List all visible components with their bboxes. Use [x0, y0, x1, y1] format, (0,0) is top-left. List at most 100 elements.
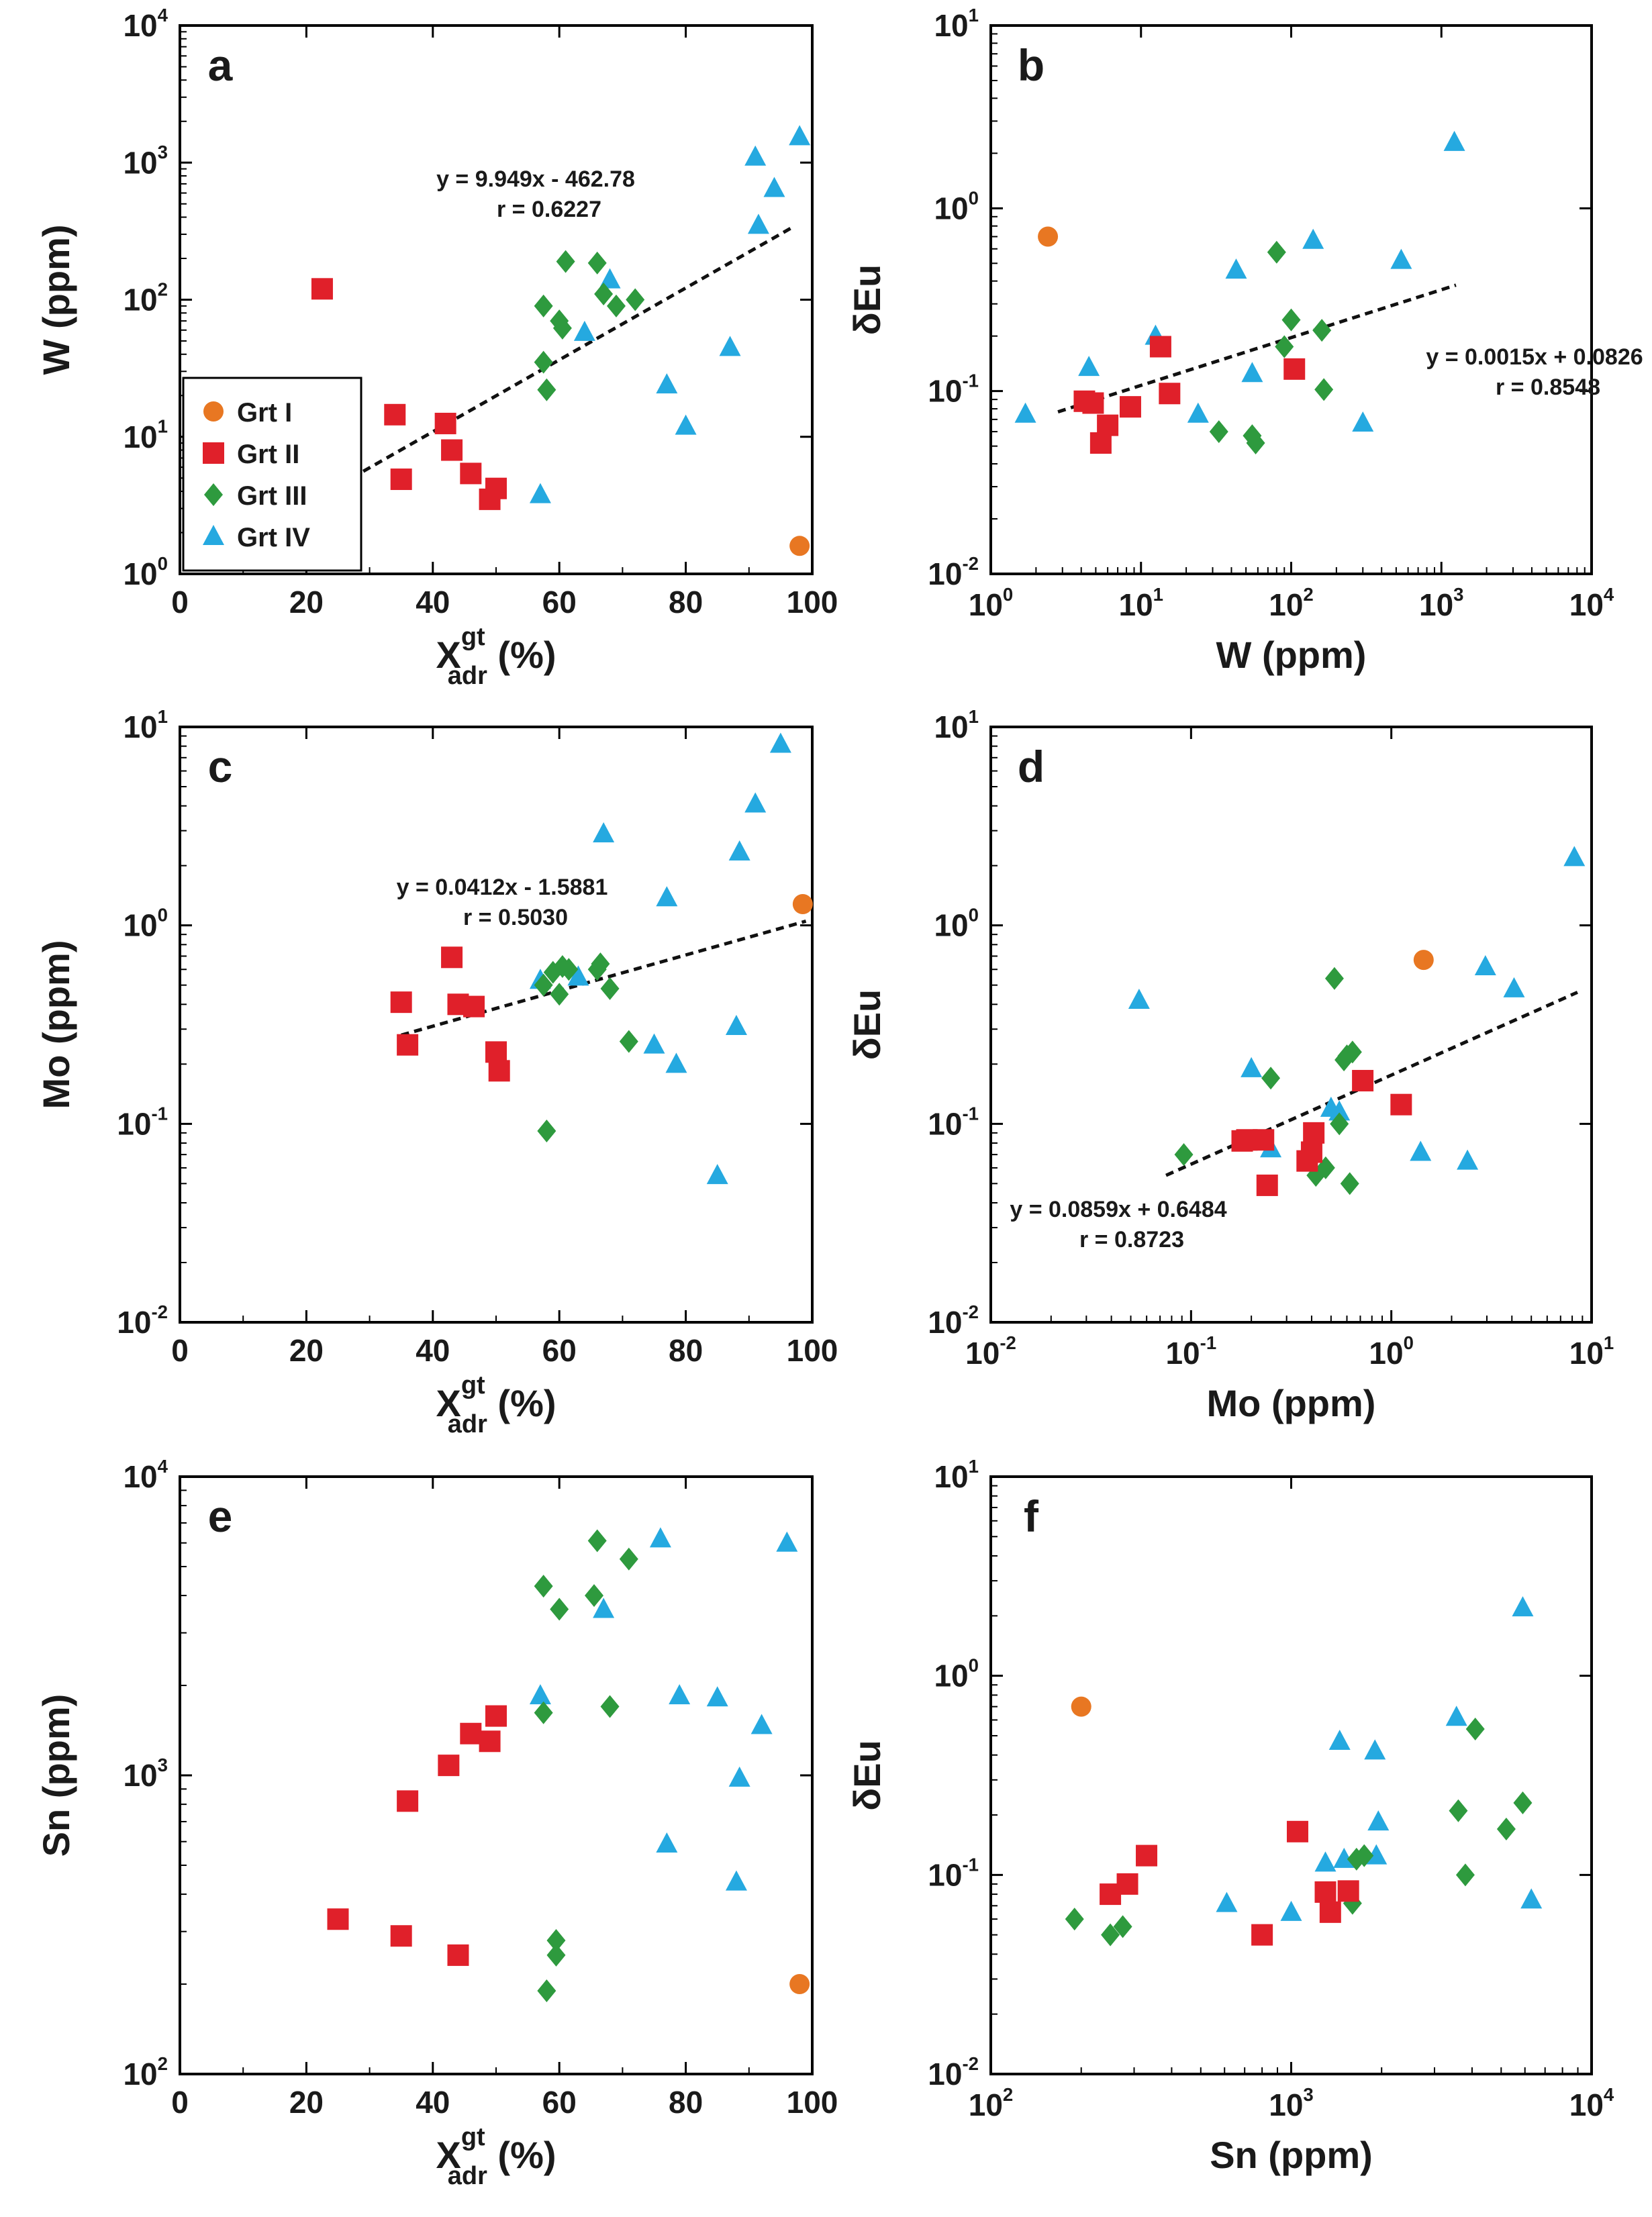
panel-letter: c [208, 742, 233, 791]
point-grtIV [1187, 402, 1209, 423]
y-axis-label: W (ppm) [35, 225, 77, 375]
point-grtII [1283, 358, 1306, 380]
point-grtIV [776, 1531, 798, 1552]
point-grtII [1352, 1070, 1374, 1092]
point-grtIII [546, 1943, 566, 1967]
y-tick-label: 10-2 [928, 553, 979, 591]
point-grtII [485, 1041, 507, 1063]
regression-line [401, 919, 807, 1037]
point-grtII [1149, 336, 1171, 358]
panel-letter: f [1024, 1491, 1039, 1541]
point-grtIII [1465, 1718, 1485, 1741]
x-tick-label: 100 [1369, 1332, 1414, 1371]
point-grtII [460, 1722, 482, 1744]
point-grtIII [1174, 1143, 1194, 1167]
x-tick-label: 102 [969, 2084, 1014, 2122]
point-grtIII [1496, 1817, 1516, 1840]
point-grtIII [626, 288, 645, 311]
point-grtIII [600, 977, 620, 1000]
x-tick-label: 100 [969, 584, 1014, 622]
point-grtIV [643, 1033, 665, 1054]
fit-equation: y = 0.0015x + 0.0826 [1426, 344, 1643, 370]
point-grtII [390, 1925, 412, 1947]
point-grtIV [1520, 1888, 1543, 1909]
panel-f: 102 103 104 10-2 10-1 100 101 Sn (ppm) δEu f [846, 1456, 1614, 2176]
point-grtII [460, 462, 482, 485]
point-grtIII [534, 1701, 553, 1724]
point-grtIII [1449, 1799, 1468, 1822]
point-grtIV [725, 1870, 747, 1891]
point-grtIII [1324, 967, 1344, 990]
panel-e: 0 20 40 60 80 100 102 103 104 Xgt adr (%) Sn (ppm) e [35, 1456, 838, 2190]
point-grtIV [1128, 989, 1150, 1009]
point-grtII [441, 439, 463, 461]
y-tick-label: 104 [123, 5, 168, 43]
point-grtIV [1365, 1844, 1388, 1865]
point-grtIV [656, 1832, 678, 1853]
point-grtIV [656, 373, 678, 394]
point-grtIII [1275, 335, 1294, 358]
point-grtIII [587, 251, 607, 275]
plot-frame [179, 726, 814, 1324]
y-tick-label: 102 [123, 279, 168, 317]
x-tick-label: 104 [1569, 584, 1614, 622]
y-tick-label: 100 [934, 905, 979, 943]
point-grtII [463, 995, 485, 1018]
point-grtIII [537, 1979, 556, 2002]
y-tick-label: 102 [123, 2053, 168, 2091]
point-grtIII [591, 952, 610, 975]
legend-label-grtI: Grt I [237, 398, 292, 428]
point-grtI [1413, 950, 1434, 971]
point-grtIV [656, 886, 678, 907]
y-tick-label: 100 [934, 187, 979, 226]
point-grtIII [1209, 420, 1228, 444]
point-grtIII [619, 1030, 638, 1053]
point-grtIV [567, 965, 589, 986]
point-grtII [1337, 1880, 1359, 1902]
point-grtI [1071, 1696, 1091, 1717]
point-grtIV [1352, 411, 1374, 432]
y-tick-label: 10-2 [928, 2053, 979, 2091]
point-grtIV [1241, 362, 1263, 383]
fit-r-value: r = 0.6227 [497, 197, 601, 222]
y-tick-label: 104 [123, 1456, 168, 1494]
point-grtIII [546, 1929, 566, 1953]
x-tick-label: 100 [787, 2085, 838, 2120]
point-grtIV [1474, 955, 1496, 976]
point-grtIII [537, 378, 556, 401]
y-axis-label: Mo (ppm) [35, 940, 77, 1110]
point-grtIII [550, 1597, 569, 1621]
x-tick-label: 60 [542, 2085, 577, 2120]
point-grtIII [556, 250, 575, 273]
y-tick-label: 10-1 [928, 371, 979, 409]
point-grtIV [1280, 1900, 1302, 1921]
y-tick-label: 100 [123, 553, 168, 591]
point-grtII [311, 278, 333, 300]
point-grtIV [1410, 1140, 1432, 1161]
point-grtIV [725, 1015, 747, 1036]
point-grtIII [1281, 308, 1301, 332]
point-grtIV [599, 268, 621, 289]
x-axis-label: Sn (ppm) [1210, 2134, 1373, 2176]
plot-frame [989, 24, 1593, 575]
point-grtIII [534, 973, 553, 997]
legend-marker-grtI [203, 401, 224, 422]
point-grtIV [706, 1686, 728, 1707]
x-tick-label: 40 [416, 585, 450, 620]
x-tick-label: 80 [669, 585, 703, 620]
x-tick-label: 20 [289, 585, 324, 620]
fit-equation: y = 9.949x - 462.78 [436, 166, 635, 192]
point-grtIV [744, 145, 767, 166]
fit-r-value: r = 0.8548 [1496, 375, 1600, 400]
legend-marker-grtII [203, 442, 224, 464]
y-axis-label: Sn (ppm) [35, 1694, 77, 1857]
point-grtII [485, 477, 507, 499]
point-grtII [485, 1705, 507, 1727]
point-grtIII [537, 1120, 556, 1143]
panel-d: 10-2 10-1 100 101 10-2 10-1 100 101 Mo (ppm) δEu d… [846, 706, 1614, 1424]
point-grtII [1251, 1924, 1273, 1946]
x-tick-label: 10-2 [965, 1332, 1016, 1371]
x-axis-label: Xgt adr (%) [436, 1371, 556, 1438]
panel-letter: d [1018, 742, 1044, 791]
y-tick-label: 103 [123, 142, 168, 180]
